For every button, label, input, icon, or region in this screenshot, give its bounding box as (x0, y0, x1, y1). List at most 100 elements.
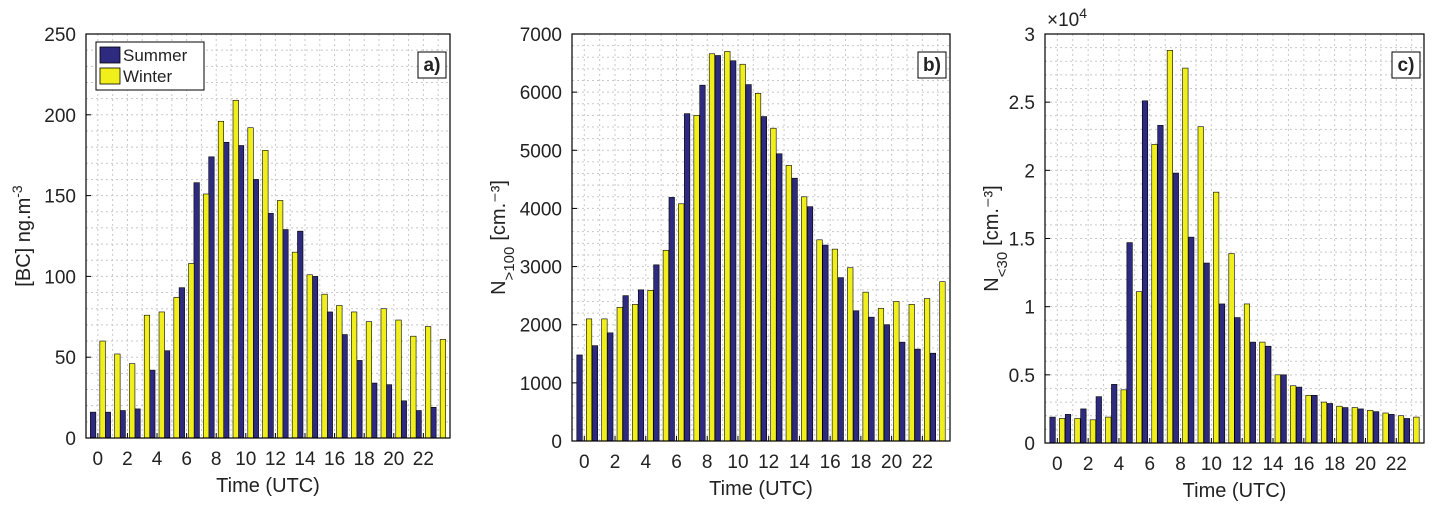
x-tick-label: 4 (640, 452, 651, 473)
x-tick-label: 18 (1324, 454, 1345, 475)
bar-summer (134, 408, 141, 439)
bar-summer (149, 369, 156, 439)
x-tick-label: 0 (579, 452, 590, 473)
bar-summer (1126, 242, 1133, 444)
bar-summer (119, 410, 126, 439)
panel-tag-b: b) (917, 51, 947, 79)
legend-swatch-winter (99, 67, 121, 85)
x-tick-label: 14 (294, 449, 316, 470)
bar-summer (90, 411, 97, 439)
legend-swatch-summer (99, 46, 121, 64)
panel-tag-text-a: a) (424, 55, 441, 76)
bar-summer (1265, 345, 1272, 444)
bar-summer (104, 411, 111, 439)
y-tick-label: 250 (44, 25, 76, 46)
bar-winter (232, 99, 239, 439)
bar-winter (1166, 50, 1173, 444)
x-tick-label: 14 (1262, 454, 1284, 475)
bar-winter (439, 339, 446, 439)
bar-summer (745, 84, 752, 442)
bar-winter (816, 239, 823, 442)
bar-winter (1136, 291, 1143, 444)
x-tick-label: 12 (1232, 454, 1253, 475)
y-tick-label: 7000 (520, 25, 562, 46)
bar-summer (868, 316, 875, 442)
bar-summer (1403, 418, 1410, 444)
bar-winter (632, 304, 639, 442)
y-tick-label: 200 (44, 106, 76, 127)
bar-winter (862, 291, 869, 442)
bar-winter (1074, 418, 1081, 444)
bar-winter (1274, 374, 1281, 444)
y-tick-label: 0 (1024, 434, 1035, 455)
x-tick-label: 10 (1201, 454, 1222, 475)
bar-winter (1397, 415, 1405, 444)
bar-summer (430, 406, 437, 439)
y-tick-label: 100 (44, 267, 76, 288)
y-tick-label: 2000 (520, 316, 562, 337)
bar-winter (1213, 191, 1220, 444)
bar-summer (1095, 396, 1102, 444)
bar-summer (1203, 262, 1210, 444)
bar-summer (730, 60, 737, 442)
bar-winter (585, 318, 593, 442)
bar-winter (1382, 412, 1389, 444)
bar-winter (395, 319, 402, 439)
y-tick-label: 5000 (520, 141, 562, 162)
bar-summer (1326, 403, 1333, 444)
bar-winter (739, 63, 746, 442)
bar-summer (1342, 407, 1349, 444)
bar-summer (1218, 303, 1226, 444)
bar-summer (1141, 100, 1149, 444)
bar-winter (616, 306, 623, 442)
x-tick-label: 16 (1293, 454, 1314, 475)
x-tick-label: 20 (383, 449, 404, 470)
x-axis-label-b: Time (UTC) (709, 478, 813, 500)
y-tick-label: 1000 (520, 374, 562, 395)
x-tick-label: 8 (1175, 454, 1186, 475)
x-tick-label: 10 (727, 452, 748, 473)
bar-winter (1351, 407, 1358, 444)
panel-tag-text-c: c) (1398, 55, 1415, 76)
y-tick-label: 3 (1024, 25, 1035, 46)
bar-winter (693, 115, 700, 442)
y-axis-label-b: N>100[cm.⁻³] (488, 180, 518, 295)
y-tick-label: 150 (44, 187, 76, 208)
panel-tag-text-b: b) (923, 55, 941, 76)
x-tick-label: 4 (152, 449, 163, 470)
x-tick-label: 6 (181, 449, 192, 470)
y-ticks-c: 0 0.5 1 1.5 2 2.5 3 (1009, 25, 1050, 455)
x-ticks-b: 0 2 4 6 8 10 12 14 16 18 20 22 (579, 436, 933, 473)
x-ticks-c: 0 2 4 6 8 10 12 14 16 18 20 22 (1052, 438, 1407, 475)
panel-tag-a: a) (417, 51, 447, 79)
bar-summer (297, 230, 304, 439)
bars-a (90, 99, 446, 439)
bar-summer (208, 156, 215, 439)
y-tick-label: 2.5 (1009, 93, 1035, 114)
bar-winter (203, 193, 210, 439)
y-tick-label: 0.5 (1009, 366, 1035, 387)
bar-summer (326, 311, 333, 439)
bar-winter (321, 293, 328, 439)
bars-c (1049, 50, 1420, 444)
x-axis-label-a: Time (UTC) (216, 475, 320, 497)
x-tick-label: 10 (235, 449, 256, 470)
x-tick-label: 18 (354, 449, 375, 470)
bar-summer (1234, 317, 1241, 444)
bar-summer (822, 244, 829, 442)
bar-summer (238, 145, 245, 439)
bar-winter (365, 321, 372, 439)
bar-summer (699, 84, 706, 442)
bar-winter (755, 93, 762, 442)
bar-summer (178, 287, 185, 439)
bar-winter (1305, 394, 1312, 444)
bar-winter (1243, 303, 1251, 444)
bar-summer (400, 400, 407, 439)
panel-c: 00.511.522.53 0 2 4 6 8 10 12 14 16 18 20 22 N<30[c… (981, 5, 1425, 502)
bar-winter (601, 318, 608, 442)
y-tick-label: 0 (65, 429, 76, 450)
bar-winter (1336, 405, 1343, 444)
bar-winter (801, 196, 808, 442)
x-tick-label: 2 (122, 449, 133, 470)
